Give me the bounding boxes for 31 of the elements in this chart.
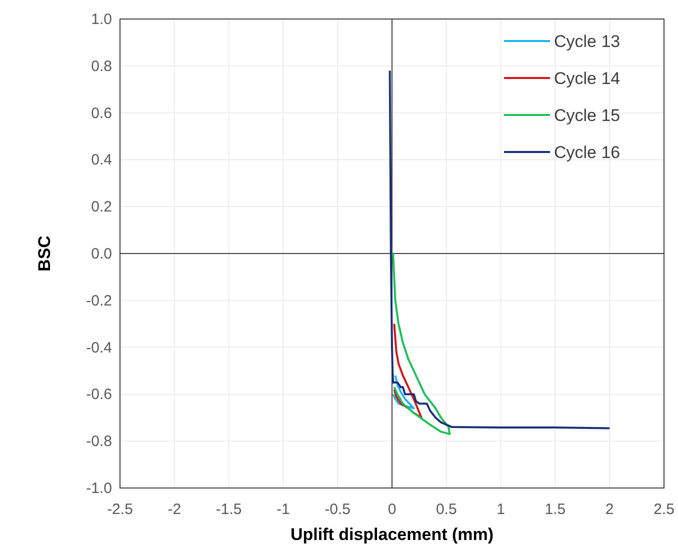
x-tick-label: 2	[605, 501, 614, 518]
x-tick-label: 1	[496, 501, 505, 518]
x-axis-title: Uplift displacement (mm)	[290, 525, 494, 544]
legend-label: Cycle 13	[554, 32, 620, 51]
x-tick-label: 0.5	[436, 501, 457, 518]
x-tick-label: -2.5	[107, 501, 133, 518]
y-tick-label: 0.6	[91, 104, 112, 122]
line-series	[392, 374, 415, 410]
legend-label: Cycle 14	[554, 69, 620, 88]
y-axis-title: BSC	[35, 236, 54, 272]
x-tick-label: -0.5	[324, 501, 351, 518]
legend-label: Cycle 16	[554, 143, 620, 162]
x-tick-label: 2.5	[654, 501, 674, 518]
y-tick-label: -1.0	[86, 480, 112, 497]
y-tick-label: 0.2	[91, 198, 112, 216]
line-series	[393, 322, 422, 419]
y-tick-label: 0.0	[91, 246, 112, 262]
y-tick-label: -0.6	[86, 386, 112, 404]
x-tick-label: -1.5	[216, 501, 242, 518]
legend-label: Cycle 15	[554, 106, 620, 125]
y-tick-label: 0.8	[91, 58, 112, 75]
x-tick-label: -2	[168, 501, 182, 518]
x-tick-label: 1.5	[544, 501, 566, 518]
y-tick-label: -0.8	[86, 433, 112, 450]
y-tick-label: 1.0	[91, 11, 112, 28]
y-tick-label: -0.4	[86, 339, 112, 356]
y-tick-label: -0.2	[86, 292, 112, 310]
x-tick-label: -1	[276, 501, 290, 518]
line-series	[392, 252, 451, 436]
x-tick-label: 0	[388, 501, 396, 518]
y-tick-label: 0.4	[91, 152, 112, 169]
